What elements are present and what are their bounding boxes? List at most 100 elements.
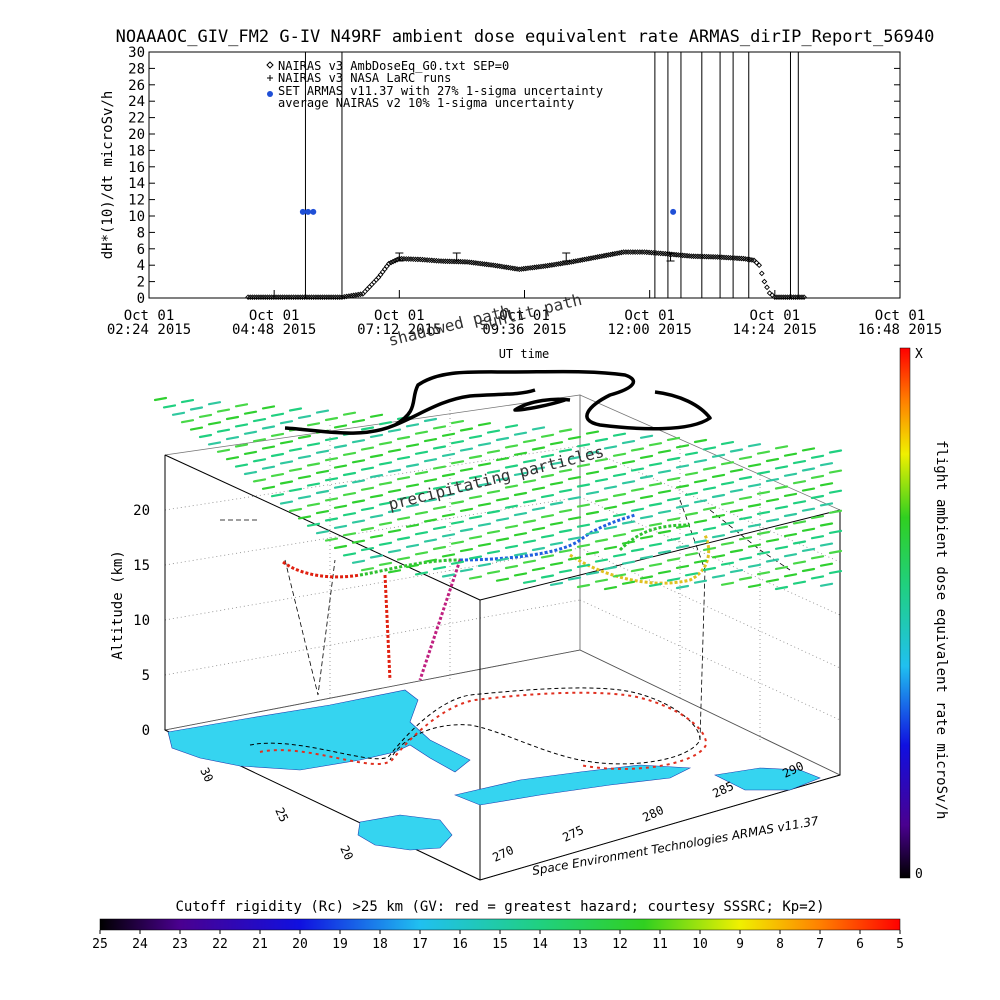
- particle-mark: [558, 528, 573, 534]
- nairas-diamond-point: [590, 254, 597, 261]
- particle-mark: [387, 508, 402, 514]
- particle-mark: [792, 480, 807, 485]
- particle-mark: [306, 482, 321, 487]
- x-tick-label-date: Oct 01: [875, 308, 926, 324]
- particle-mark: [432, 505, 447, 510]
- particle-mark: [648, 462, 663, 467]
- particle-mark: [540, 574, 555, 579]
- nairas-diamond-point: [373, 277, 380, 283]
- timeseries-x-label: UT time: [499, 347, 550, 361]
- particle-mark: [450, 500, 465, 505]
- particle-mark: [603, 465, 618, 470]
- particle-mark: [810, 575, 825, 580]
- particle-mark: [702, 566, 717, 572]
- particle-mark: [486, 469, 501, 474]
- particle-mark: [189, 406, 204, 411]
- particle-mark: [405, 463, 420, 468]
- particle-mark: [603, 545, 618, 551]
- particle-mark: [450, 540, 465, 545]
- particle-mark: [540, 534, 555, 539]
- particle-mark: [558, 488, 573, 493]
- particle-mark: [324, 517, 339, 522]
- particle-mark: [612, 432, 627, 437]
- particle-mark: [369, 474, 384, 479]
- nairas-diamond-point: [603, 252, 610, 259]
- particle-mark: [468, 535, 483, 540]
- y-tick-label: 30: [128, 45, 145, 61]
- nairas-diamond-point: [601, 252, 607, 259]
- particle-mark: [333, 524, 348, 530]
- particle-mark: [486, 550, 501, 555]
- particle-mark: [270, 452, 285, 458]
- particle-mark: [153, 396, 168, 402]
- particle-mark: [387, 549, 402, 554]
- particle-mark: [702, 486, 717, 491]
- particle-mark: [756, 550, 771, 556]
- particle-mark: [612, 573, 627, 578]
- particle-mark: [612, 553, 627, 558]
- particle-mark: [801, 487, 816, 492]
- particle-mark: [261, 445, 276, 450]
- nairas-diamond-point: [386, 260, 392, 267]
- y-tick-label: 8: [137, 225, 145, 241]
- particle-mark: [666, 456, 681, 462]
- particle-mark: [540, 494, 555, 499]
- x-tick-label-time: 07:12 2015: [357, 322, 441, 338]
- particle-mark: [342, 532, 357, 537]
- nairas-diamond-point: [753, 259, 760, 266]
- particle-mark: [477, 562, 492, 568]
- particle-mark: [333, 504, 348, 509]
- nairas-diamond-point: [570, 258, 577, 265]
- nairas-diamond-point: [381, 266, 388, 272]
- cutoff-tick-label: 13: [572, 937, 588, 952]
- nairas-diamond-point: [357, 291, 364, 298]
- particle-mark: [657, 570, 672, 575]
- particle-mark: [387, 468, 402, 473]
- particle-mark: [549, 561, 564, 566]
- particle-mark: [423, 417, 438, 423]
- particle-mark: [720, 561, 735, 566]
- particle-mark: [468, 555, 483, 560]
- particle-mark: [666, 577, 681, 582]
- particle-mark: [756, 450, 771, 455]
- particle-mark: [720, 481, 735, 486]
- particle-mark: [468, 495, 483, 500]
- particle-mark: [450, 520, 465, 525]
- particle-mark: [468, 475, 483, 480]
- particle-mark: [423, 518, 438, 523]
- particle-mark: [504, 524, 519, 529]
- particle-mark: [324, 416, 339, 422]
- particle-mark: [414, 551, 429, 556]
- particle-mark: [549, 581, 564, 587]
- uncertainty-bar: [452, 252, 461, 262]
- y-tick-label: 16: [128, 160, 145, 176]
- particle-mark: [765, 498, 780, 503]
- nairas-diamond-point: [350, 292, 357, 299]
- particle-mark: [288, 487, 303, 492]
- nairas-diamond-point: [348, 292, 355, 299]
- altitude-tick-label: 15: [133, 558, 150, 574]
- particle-mark: [279, 420, 294, 425]
- particle-mark: [630, 487, 645, 492]
- particle-mark: [504, 444, 519, 449]
- particle-mark: [396, 556, 411, 561]
- particle-mark: [612, 472, 627, 477]
- nairas-diamond-point: [756, 262, 763, 269]
- particle-mark: [531, 486, 546, 491]
- cutoff-tick-label: 24: [132, 937, 148, 952]
- particle-mark: [783, 452, 798, 457]
- y-tick-label: 2: [137, 275, 145, 291]
- particle-mark: [513, 572, 528, 577]
- particle-mark: [432, 465, 447, 470]
- particle-mark: [405, 543, 420, 549]
- particle-mark: [783, 492, 798, 497]
- particle-mark: [693, 579, 708, 584]
- particle-mark: [378, 441, 393, 446]
- particle-mark: [477, 482, 492, 487]
- particle-mark: [468, 575, 483, 580]
- particle-mark: [432, 425, 447, 430]
- particle-mark: [774, 585, 789, 591]
- latitude-tick-label: 20: [337, 843, 356, 862]
- particle-mark: [225, 436, 240, 441]
